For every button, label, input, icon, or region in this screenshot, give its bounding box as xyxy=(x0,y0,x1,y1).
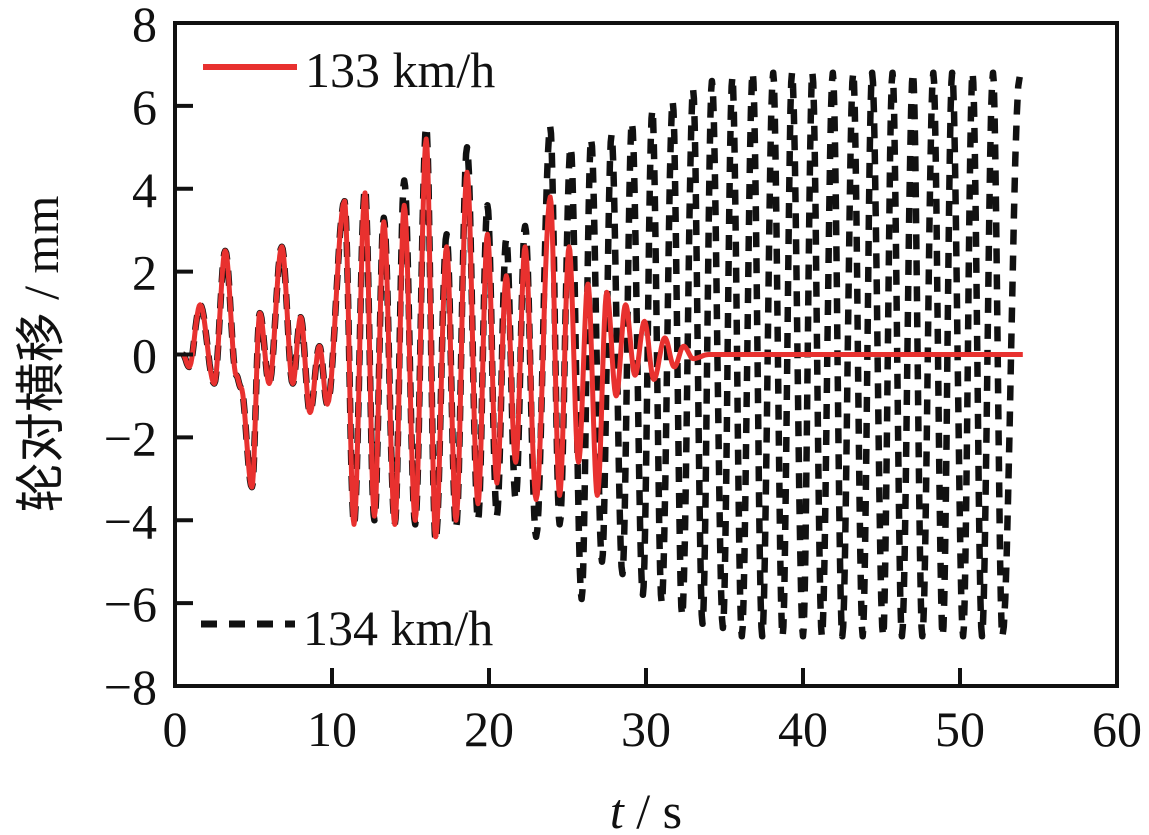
x-tick-label-0: 0 xyxy=(163,701,188,757)
y-tick-label-0: 0 xyxy=(132,328,157,384)
x-axis-label-unit: / s xyxy=(624,783,682,835)
series-line-134-km-h xyxy=(180,69,1023,640)
x-tick-label-50: 50 xyxy=(935,701,985,757)
y-tick-label-8: 8 xyxy=(132,0,157,52)
series-line-133-km-h xyxy=(180,136,1023,540)
x-tick-label-60: 60 xyxy=(1092,701,1142,757)
y-tick-label-4: 4 xyxy=(132,162,157,218)
x-axis-label: t / s xyxy=(610,783,682,835)
series-layer xyxy=(180,69,1023,640)
x-tick-label-10: 10 xyxy=(307,701,357,757)
y-tick-label--6: −6 xyxy=(104,576,157,632)
x-axis-label-var: t xyxy=(610,783,625,835)
y-tick-label--4: −4 xyxy=(104,493,157,549)
y-axis-label: 轮对横移 / mm xyxy=(13,196,69,513)
y-tick-label--2: −2 xyxy=(104,410,157,466)
x-tick-label-40: 40 xyxy=(778,701,828,757)
legend-label-134: 134 km/h xyxy=(303,600,493,656)
y-tick-label--8: −8 xyxy=(104,659,157,715)
legend-label-133: 133 km/h xyxy=(305,42,495,98)
legend-134: 134 km/h xyxy=(201,600,493,656)
axis-ticks: 0 10 20 30 40 50 60 −8 −6 −4 −2 0 2 4 6 8 xyxy=(104,0,1142,757)
y-tick-label-2: 2 xyxy=(132,245,157,301)
legend-133: 133 km/h xyxy=(203,42,495,98)
y-tick-label-6: 6 xyxy=(132,79,157,135)
x-tick-label-20: 20 xyxy=(464,701,514,757)
x-tick-label-30: 30 xyxy=(621,701,671,757)
